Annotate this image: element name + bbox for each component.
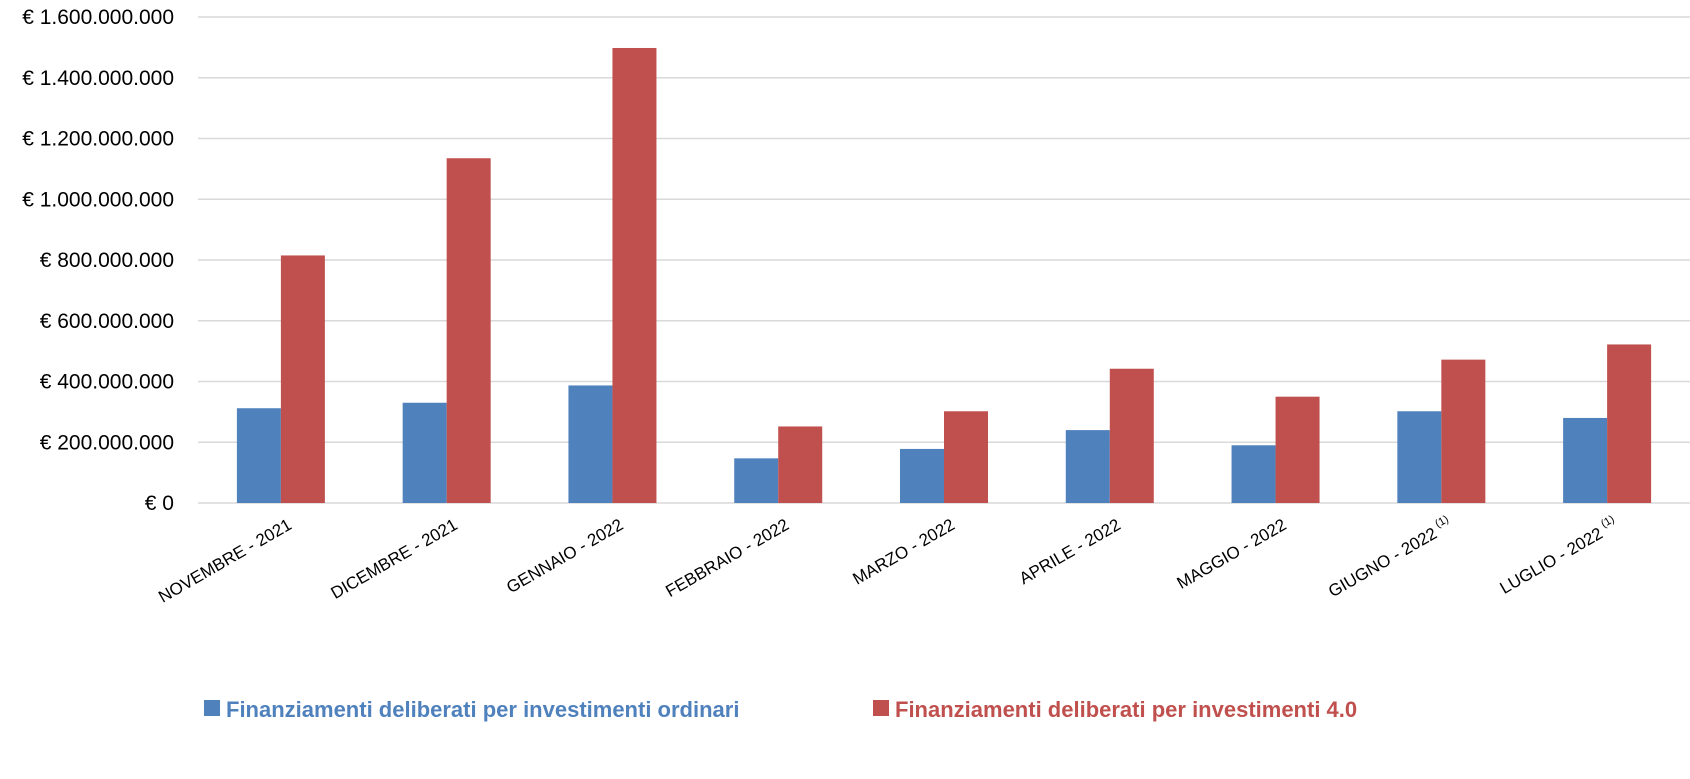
- bar-ordinari-0: [236, 408, 281, 503]
- bar-ordinari-3: [734, 458, 779, 503]
- legend-label: Finanziamenti deliberati per investiment…: [226, 697, 739, 722]
- x-category-label: GIUGNO - 2022(1): [1324, 513, 1455, 601]
- category-name: GIUGNO - 2022: [1325, 524, 1440, 601]
- legend-swatch: [873, 700, 889, 716]
- bar-4-0-3: [778, 426, 823, 503]
- y-tick-label: € 1.400.000.000: [22, 67, 174, 90]
- x-category-label: LUGLIO - 2022(1): [1496, 513, 1621, 598]
- bar-ordinari-4: [900, 448, 944, 503]
- footnote-marker: (1): [1433, 513, 1451, 530]
- y-tick-label: € 1.000.000.000: [22, 188, 174, 211]
- bar-4-0-8: [1607, 344, 1652, 503]
- category-name: MAGGIO - 2022: [1174, 515, 1290, 593]
- y-tick-label: € 1.600.000.000: [22, 6, 174, 29]
- bar-4-0-7: [1441, 359, 1486, 503]
- y-tick-label: € 800.000.000: [40, 249, 174, 272]
- bar-4-0-0: [280, 255, 325, 503]
- legend-label: Finanziamenti deliberati per investiment…: [895, 697, 1357, 722]
- x-category-label: GENNAIO - 2022: [503, 515, 626, 597]
- category-name: FEBBRAIO - 2022: [662, 515, 792, 601]
- y-tick-label: € 0: [145, 492, 174, 515]
- bar-4-0-1: [446, 158, 491, 503]
- bar-ordinari-8: [1563, 417, 1608, 503]
- bar-4-0-6: [1275, 396, 1320, 503]
- y-axis-tick-labels: € 0 € 200.000.000 € 400.000.000 € 600.000.0…: [22, 6, 174, 515]
- bar-ordinari-2: [568, 385, 613, 503]
- bar-ordinari-1: [402, 402, 447, 503]
- x-category-label: APRILE - 2022: [1016, 515, 1124, 588]
- bar-ordinari-7: [1397, 411, 1442, 503]
- bar-4-0-4: [944, 411, 988, 503]
- category-name: NOVEMBRE - 2021: [155, 515, 295, 607]
- bar-4-0-5: [1109, 368, 1154, 503]
- bars: [236, 47, 1652, 504]
- bar-ordinari-6: [1231, 445, 1276, 503]
- category-name: MARZO - 2022: [850, 515, 958, 589]
- x-category-label: DICEMBRE - 2021: [328, 515, 461, 603]
- legend: Finanziamenti deliberati per investiment…: [204, 697, 1357, 722]
- footnote-marker: (1): [1599, 513, 1617, 530]
- y-tick-label: € 200.000.000: [40, 431, 174, 454]
- y-tick-label: € 1.200.000.000: [22, 128, 174, 151]
- bar-ordinari-5: [1065, 430, 1110, 503]
- category-name: APRILE - 2022: [1016, 515, 1124, 588]
- x-category-label: FEBBRAIO - 2022: [662, 515, 792, 601]
- category-name: GENNAIO - 2022: [503, 515, 626, 597]
- x-axis-category-labels: NOVEMBRE - 2021 DICEMBRE - 2021 GENNAIO - …: [155, 513, 1621, 607]
- bar-4-0-2: [612, 47, 657, 504]
- x-category-label: NOVEMBRE - 2021: [155, 515, 295, 607]
- x-category-label: MAGGIO - 2022: [1174, 515, 1290, 593]
- y-tick-label: € 600.000.000: [40, 310, 174, 333]
- legend-swatch: [204, 700, 220, 716]
- category-name: LUGLIO - 2022: [1497, 524, 1606, 598]
- x-category-label: MARZO - 2022: [850, 515, 958, 589]
- category-name: DICEMBRE - 2021: [328, 515, 461, 603]
- y-tick-label: € 400.000.000: [40, 371, 174, 394]
